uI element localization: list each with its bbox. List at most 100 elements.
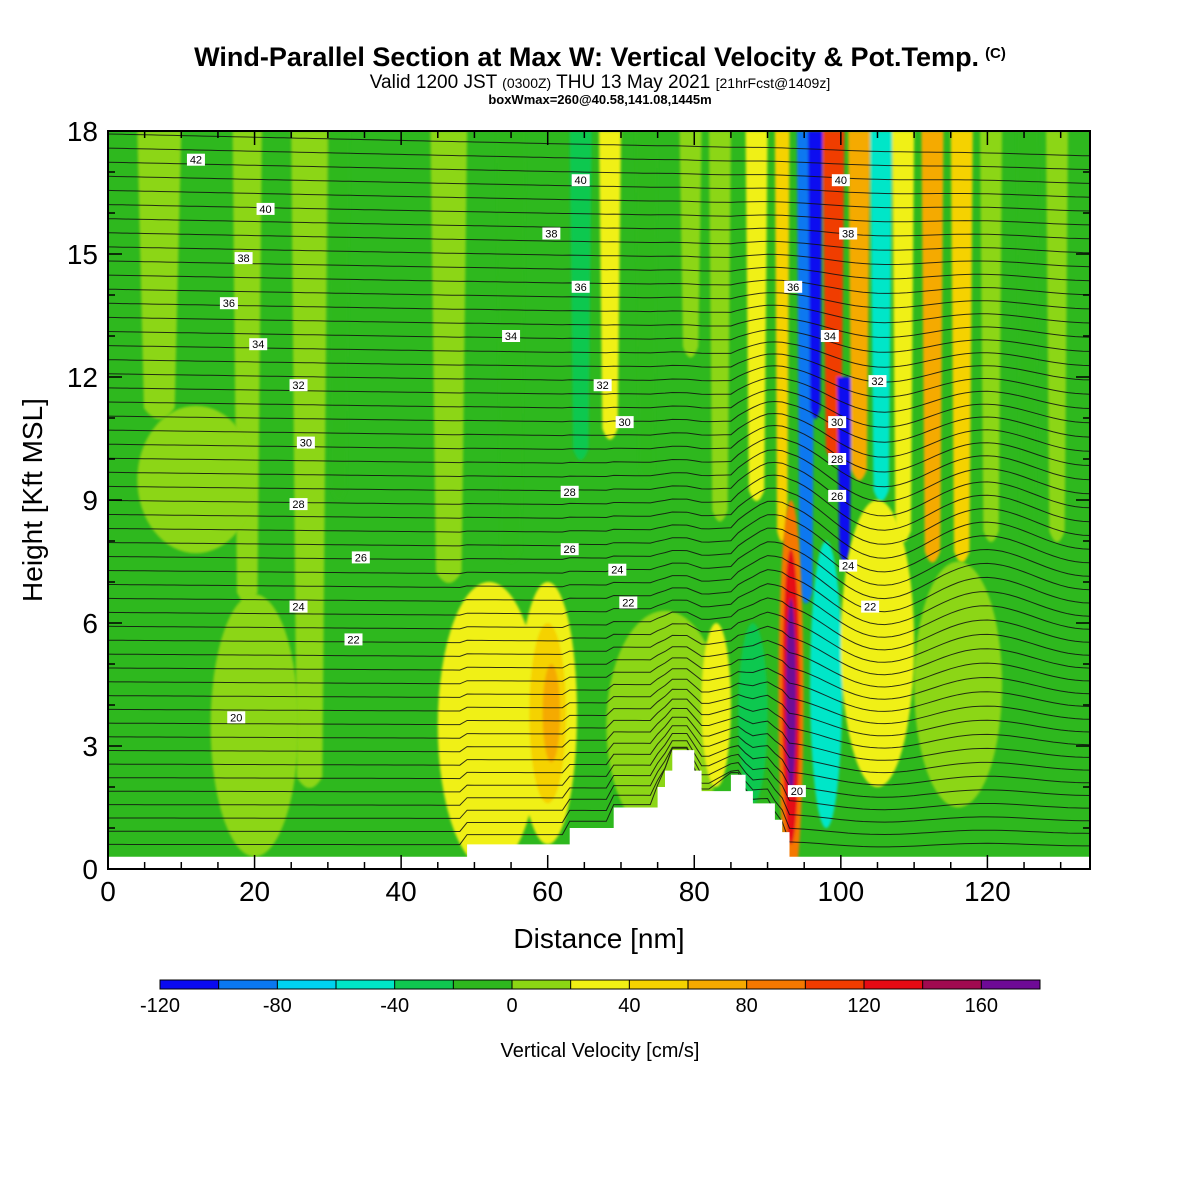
- theta-contour: [108, 747, 1090, 836]
- y-tick-label: 0: [82, 854, 98, 885]
- theta-label-bg: [296, 436, 315, 449]
- theta-contour: [108, 474, 1090, 531]
- colorbar-swatch: [922, 980, 982, 989]
- velocity-band: [679, 131, 702, 358]
- theta-label: 32: [292, 380, 304, 392]
- theta-label: 32: [597, 380, 609, 392]
- theta-contour: [108, 389, 1090, 428]
- theta-labels: 42 40 38 36 34 32 30 28 26 24 22 20 40 38 36 34 32 30 28 26…: [186, 153, 887, 798]
- theta-label-bg: [344, 633, 363, 646]
- theta-label-bg: [615, 416, 634, 429]
- x-tick-label: 80: [679, 876, 710, 907]
- theta-label: 28: [292, 499, 304, 511]
- colorbar-tick-label: -120: [140, 995, 180, 1017]
- theta-contour: [108, 246, 1090, 268]
- chart-subtitle-box: boxWmax=260@40.58,141.08,1445m: [488, 92, 712, 107]
- velocity-band: [1046, 131, 1069, 542]
- theta-label-bg: [828, 453, 847, 465]
- theta-contour: [108, 725, 1090, 786]
- theta-label: 34: [505, 331, 517, 343]
- theta-label-bg: [234, 252, 253, 265]
- velocity-band: [137, 131, 182, 419]
- theta-contour: [108, 437, 1090, 488]
- theta-contour: [108, 288, 1090, 310]
- theta-contour: [108, 583, 1090, 638]
- colorbar-tick-label: 40: [618, 995, 640, 1017]
- y-tick-label: 15: [67, 239, 98, 270]
- colorbar-swatch: [336, 980, 395, 989]
- theta-label: 26: [564, 544, 576, 556]
- colorbar-tick-label: -80: [263, 995, 292, 1017]
- theta-contour: [108, 611, 1090, 663]
- theta-label: 22: [347, 634, 359, 646]
- theta-label: 36: [575, 282, 587, 294]
- theta-label: 38: [842, 229, 854, 241]
- velocity-band: [745, 131, 768, 501]
- colorbar-swatch: [688, 980, 747, 989]
- y-tick-label: 9: [82, 485, 98, 516]
- theta-contour: [108, 147, 1090, 171]
- colorbar-swatch: [218, 980, 278, 989]
- theta-label: 34: [824, 331, 836, 343]
- chart-title: Wind-Parallel Section at Max W: Vertical…: [0, 42, 1200, 73]
- theta-contour: [108, 597, 1090, 651]
- theta-contour: [108, 449, 1090, 502]
- theta-contour: [108, 678, 1090, 725]
- theta-label: 24: [292, 602, 304, 614]
- velocity-band: [950, 131, 973, 563]
- theta-label-bg: [593, 379, 612, 392]
- theta-label-bg: [861, 600, 880, 613]
- colorbar-label: Vertical Velocity [cm/s]: [501, 1040, 700, 1062]
- theta-label-bg: [839, 227, 858, 240]
- theta-contour: [108, 274, 1090, 296]
- theta-contour: [108, 461, 1090, 517]
- theta-label-bg: [186, 153, 205, 166]
- theta-label: 34: [252, 339, 264, 351]
- velocity-blob: [542, 664, 561, 763]
- x-tick-label: 40: [386, 876, 417, 907]
- theta-contour: [108, 341, 1090, 368]
- velocity-band: [1016, 131, 1039, 542]
- theta-contour: [108, 133, 1090, 157]
- theta-label: 38: [545, 229, 557, 241]
- velocity-band: [232, 131, 262, 604]
- theta-label-bg: [542, 227, 561, 240]
- theta-contour: [108, 569, 1090, 626]
- y-tick-label: 18: [67, 116, 98, 147]
- theta-contour: [108, 625, 1090, 676]
- velocity-blob: [137, 405, 255, 554]
- velocity-band: [599, 131, 621, 440]
- theta-contour: [108, 353, 1090, 383]
- theta-contour: [108, 232, 1090, 254]
- x-tick-label: 60: [532, 876, 563, 907]
- theta-contour: [108, 424, 1090, 473]
- theta-label-bg: [828, 416, 847, 429]
- theta-contour: [108, 487, 1090, 545]
- colorbar-swatch: [805, 980, 864, 989]
- theta-label: 42: [190, 155, 202, 167]
- theta-label: 30: [300, 438, 312, 450]
- title-text: Wind-Parallel Section at Max W: Vertical…: [194, 42, 980, 72]
- colorbar-swatch: [864, 980, 923, 989]
- colorbar-swatch: [277, 980, 336, 989]
- colorbar-tick-label: 120: [847, 995, 880, 1017]
- theta-contour: [108, 541, 1090, 600]
- subtitle-valid: Valid 1200 JST: [369, 72, 497, 93]
- theta-contours: [108, 133, 1090, 848]
- subtitle-date: THU 13 May 2021: [556, 72, 711, 93]
- theta-label-bg: [868, 375, 887, 388]
- velocity-blob: [785, 598, 797, 796]
- theta-label-bg: [560, 485, 579, 498]
- colorbar-tick-label: -40: [380, 995, 409, 1017]
- theta-label-bg: [828, 489, 847, 502]
- theta-contour: [108, 716, 1090, 774]
- theta-contour: [108, 514, 1090, 573]
- velocity-band: [430, 131, 468, 583]
- theta-contour: [108, 377, 1090, 413]
- theta-contour: [108, 260, 1090, 282]
- theta-contour: [108, 653, 1090, 700]
- x-axis-label: Distance [nm]: [513, 923, 684, 954]
- x-tick-label: 120: [964, 876, 1011, 907]
- velocity-band: [921, 131, 944, 563]
